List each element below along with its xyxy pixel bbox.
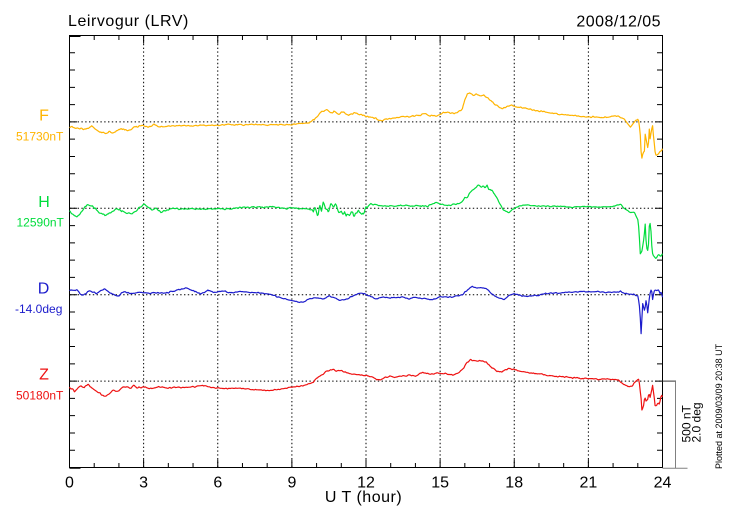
- svg-text:24: 24: [654, 475, 672, 492]
- svg-text:6: 6: [213, 475, 222, 492]
- svg-text:D: D: [38, 280, 50, 297]
- svg-text:H: H: [38, 194, 50, 211]
- svg-text:3: 3: [139, 475, 148, 492]
- svg-text:12590nT: 12590nT: [17, 216, 65, 230]
- svg-text:Plotted at 2009/03/09 20:38 UT: Plotted at 2009/03/09 20:38 UT: [714, 343, 724, 469]
- svg-text:0: 0: [65, 475, 74, 492]
- svg-text:2008/12/05: 2008/12/05: [576, 14, 661, 31]
- svg-text:F: F: [39, 108, 49, 125]
- svg-text:2.0 deg: 2.0 deg: [690, 402, 704, 442]
- svg-text:-14.0deg: -14.0deg: [15, 302, 62, 316]
- svg-text:21: 21: [580, 475, 598, 492]
- svg-text:9: 9: [287, 475, 296, 492]
- svg-text:12: 12: [357, 475, 375, 492]
- svg-text:U T (hour): U T (hour): [325, 489, 402, 506]
- svg-text:50180nT: 50180nT: [16, 389, 64, 403]
- svg-text:51730nT: 51730nT: [16, 129, 64, 143]
- svg-text:Leirvogur (LRV): Leirvogur (LRV): [68, 13, 189, 30]
- svg-text:Z: Z: [39, 367, 49, 384]
- svg-text:15: 15: [431, 475, 449, 492]
- svg-text:18: 18: [505, 475, 523, 492]
- svg-text:500 nT: 500 nT: [680, 404, 694, 442]
